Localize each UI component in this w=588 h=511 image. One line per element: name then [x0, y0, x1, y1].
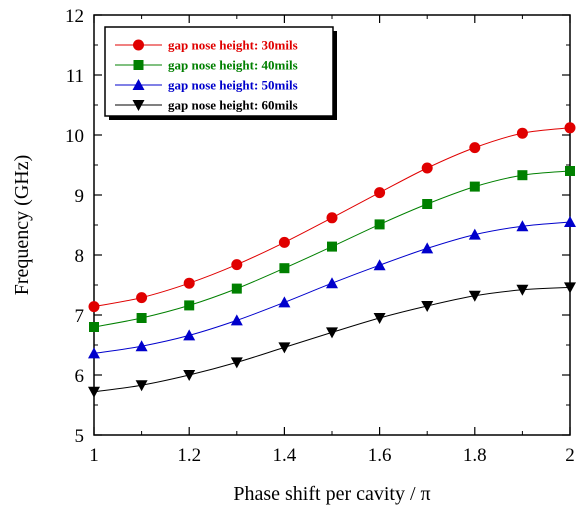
data-point — [89, 322, 99, 332]
legend-label: gap nose height: 40mils — [168, 58, 298, 73]
data-point — [326, 327, 338, 339]
legend: gap nose height: 30mils gap nose height: … — [104, 26, 337, 120]
data-point — [421, 301, 434, 312]
data-point — [184, 300, 195, 311]
data-point — [88, 301, 100, 313]
legend-label: gap nose height: 50mils — [168, 78, 298, 93]
legend-marker — [133, 39, 144, 51]
data-point — [517, 170, 528, 181]
data-point — [88, 386, 100, 398]
data-point — [279, 263, 290, 274]
legend-marker — [132, 100, 145, 111]
data-point — [565, 166, 575, 176]
data-point — [326, 277, 338, 289]
data-point — [516, 284, 529, 296]
data-point — [516, 127, 528, 139]
data-point — [468, 290, 481, 302]
data-point — [326, 212, 338, 224]
data-point — [183, 329, 196, 341]
data-point — [564, 282, 576, 294]
data-point — [230, 357, 243, 369]
data-point — [469, 181, 480, 192]
series-layer — [88, 122, 576, 398]
data-point — [421, 242, 434, 254]
series-line — [93, 286, 571, 393]
y-tick-label: 12 — [65, 6, 84, 27]
data-point — [564, 216, 576, 227]
data-point — [88, 347, 100, 359]
data-point — [374, 187, 386, 199]
data-point — [136, 313, 147, 323]
data-point — [422, 199, 433, 209]
data-point — [516, 220, 529, 232]
data-point — [230, 314, 243, 326]
y-tick-label: 10 — [65, 126, 84, 147]
series-3 — [88, 216, 576, 359]
y-tick-label: 7 — [75, 306, 85, 327]
data-point — [374, 219, 385, 230]
data-point — [564, 122, 576, 134]
legend-label: gap nose height: 30mils — [168, 38, 298, 53]
legend-marker — [133, 60, 144, 70]
data-point — [373, 259, 386, 271]
x-tick-label: 1.4 — [273, 445, 297, 466]
data-point — [421, 162, 433, 174]
y-tick-label: 9 — [75, 186, 85, 207]
data-point — [183, 370, 196, 381]
y-tick-label: 6 — [75, 366, 85, 387]
data-point — [469, 142, 481, 154]
y-axis-title: Frequency (GHz) — [11, 155, 33, 296]
data-point — [373, 313, 386, 324]
legend-marker — [132, 79, 145, 90]
x-tick-label: 1.8 — [463, 445, 487, 466]
y-tick-label: 8 — [75, 246, 85, 267]
data-point — [468, 228, 481, 240]
series-2 — [89, 166, 575, 332]
y-tick-label: 11 — [66, 66, 84, 87]
x-axis-title: Phase shift per cavity / π — [233, 483, 430, 505]
series-1 — [88, 122, 576, 313]
data-point — [278, 342, 291, 354]
data-point — [327, 241, 337, 252]
data-point — [231, 259, 243, 271]
x-tick-label: 2 — [565, 445, 575, 466]
legend-label: gap nose height: 60mils — [168, 98, 298, 113]
series-4 — [88, 282, 576, 398]
data-point — [278, 296, 291, 308]
data-point — [136, 292, 148, 304]
x-tick-label: 1.2 — [177, 445, 201, 466]
data-point — [183, 277, 195, 289]
data-point — [135, 340, 148, 352]
data-point — [135, 380, 148, 392]
y-tick-label: 5 — [75, 426, 85, 447]
axis-ticks: 1 1.2 1.4 1.6 1.8 2 5 6 7 8 9 10 11 12 — [65, 6, 575, 466]
data-point — [231, 283, 242, 294]
data-point — [278, 236, 290, 248]
x-tick-label: 1.6 — [368, 445, 392, 466]
x-tick-label: 1 — [89, 445, 99, 466]
